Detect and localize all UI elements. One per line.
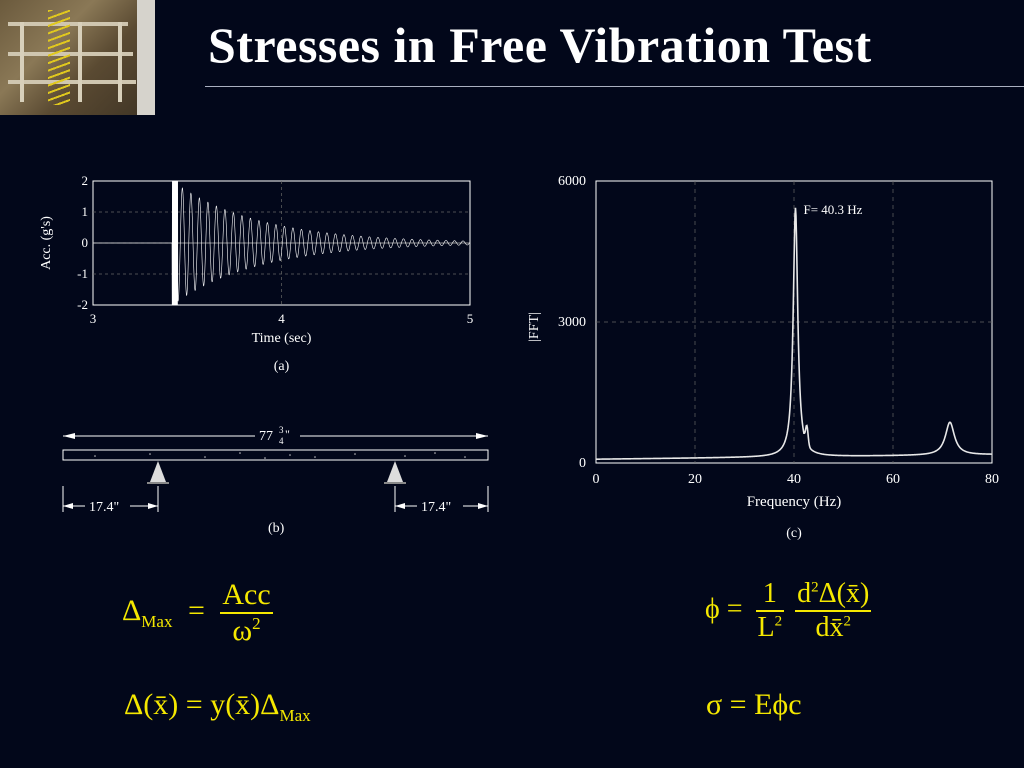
- y-axis-label-a: Acc. (g's): [39, 216, 54, 270]
- panel-label-b: (b): [268, 521, 285, 536]
- dx-exponent: 2: [843, 613, 851, 630]
- delta-x-numerator: Δ(x̄): [818, 578, 870, 609]
- total-length-fraction-den: 4: [279, 436, 284, 446]
- slide-title: Stresses in Free Vibration Test: [208, 17, 872, 73]
- right-overhang-label: 17.4": [421, 500, 451, 515]
- beam: [62, 449, 489, 461]
- y-tick-label-a: 1: [82, 204, 89, 219]
- dx-denominator: dx̄: [815, 612, 844, 643]
- max-subscript-2: Max: [279, 706, 311, 725]
- panel-label-c: (c): [786, 526, 802, 541]
- y-tick-label-a: -1: [77, 266, 88, 281]
- l-exponent: 2: [774, 613, 783, 630]
- sigma-expression: σ = Eϕc: [706, 688, 802, 721]
- x-axis-label-a: Time (sec): [252, 331, 312, 346]
- fft-spectrum-chart: 6000 3000 00 20 40 60 80 F= 40.3 Hz Frequency (H…: [527, 174, 999, 541]
- left-overhang-label: 17.4": [89, 500, 119, 515]
- beam-speckle: [94, 452, 466, 459]
- equation-delta-max: ΔMax = Acc ω2: [122, 578, 273, 648]
- total-length-label: 77: [259, 429, 273, 444]
- fft-curve: [595, 207, 993, 460]
- title-divider: [205, 86, 1024, 87]
- beam-diagram: 77 3 4 " 17.4" 17.4" (b): [62, 424, 489, 536]
- peak-annotation: F= 40.3 Hz: [803, 202, 862, 217]
- equation-curvature: ϕ = 1 L2 d2Δ(x̄) dx̄2: [705, 578, 872, 644]
- y-tick-label-c: 0: [579, 456, 586, 471]
- x-tick-label-a: 4: [278, 311, 285, 326]
- left-support-icon: [150, 461, 166, 482]
- y-tick-label-c: 6000: [558, 174, 586, 189]
- numerator-acc: Acc: [222, 578, 271, 611]
- y-tick-label-c: 3000: [558, 315, 586, 330]
- denominator-l: L: [757, 612, 775, 643]
- d-symbol: d: [797, 578, 812, 609]
- y-tick-label-a: -2: [77, 297, 88, 312]
- y-tick-label-a: 0: [82, 235, 89, 250]
- acceleration-time-chart: 2 1 0 -1 -23 4 5 Time (sec) Acc. (g's) (a): [39, 173, 474, 374]
- lab-photo: [0, 0, 155, 115]
- phi-lhs: ϕ =: [705, 593, 743, 625]
- numerator-one: 1: [762, 578, 777, 609]
- arrow-right-icon: [476, 433, 488, 439]
- equals-sign: =: [187, 593, 205, 627]
- equation-delta-x: Δ(x̄) = y(x̄)ΔMax: [124, 688, 311, 726]
- total-length-fraction-num: 3: [279, 425, 284, 435]
- right-support-icon: [387, 461, 403, 482]
- total-length-unit: ": [285, 427, 290, 441]
- acceleration-trace: [93, 180, 471, 306]
- omega-exponent: 2: [252, 614, 261, 633]
- x-tick-label-a: 5: [467, 311, 474, 326]
- arrow-left-icon: [63, 433, 75, 439]
- delta-x-expression: Δ(x̄) = y(x̄)Δ: [124, 688, 280, 721]
- delta-symbol: Δ: [122, 593, 142, 627]
- x-tick-label-c: 80: [985, 472, 999, 487]
- y-tick-label-a: 2: [82, 173, 89, 188]
- x-tick-label-c: 40: [787, 472, 801, 487]
- y-axis-label-c: |FFT|: [527, 312, 542, 342]
- x-tick-label-c: 0: [593, 472, 600, 487]
- x-tick-label-a: 3: [90, 311, 97, 326]
- x-axis-label-c: Frequency (Hz): [747, 494, 842, 510]
- d-exponent: 2: [811, 579, 819, 596]
- equation-stress: σ = Eϕc: [706, 688, 802, 722]
- x-tick-label-c: 60: [886, 472, 900, 487]
- denominator-omega: ω: [232, 614, 253, 647]
- x-tick-label-c: 20: [688, 472, 702, 487]
- max-subscript: Max: [141, 611, 173, 631]
- panel-label-a: (a): [274, 359, 290, 374]
